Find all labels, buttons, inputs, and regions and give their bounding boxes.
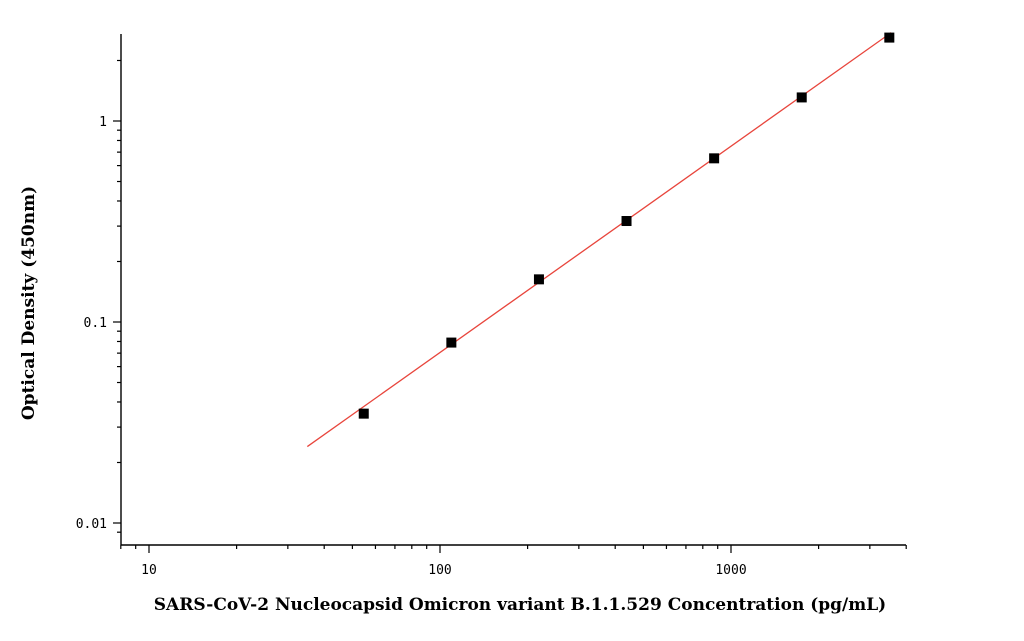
x-tick-label: 1000 bbox=[715, 563, 746, 578]
data-point bbox=[884, 32, 895, 43]
x-axis-title: SARS-CoV-2 Nucleocapsid Omicron variant … bbox=[154, 595, 886, 615]
data-point bbox=[709, 153, 720, 164]
data-point bbox=[621, 216, 632, 227]
data-point bbox=[358, 408, 369, 419]
y-tick-label: 0.01 bbox=[76, 517, 107, 532]
data-points bbox=[358, 32, 895, 419]
y-tick-label: 1 bbox=[99, 115, 107, 130]
data-point bbox=[796, 92, 807, 103]
fit-line-group bbox=[306, 32, 892, 448]
x-tick-label: 100 bbox=[428, 563, 451, 578]
data-point bbox=[446, 337, 457, 348]
y-axis-title: Optical Density (450nm) bbox=[19, 186, 39, 420]
x-tick-label: 10 bbox=[141, 563, 157, 578]
y-ticks: 0.01 0.1 1 bbox=[76, 59, 121, 533]
y-tick-label: 0.1 bbox=[84, 316, 107, 331]
x-ticks: 10 100 1000 bbox=[120, 545, 907, 578]
fit-line bbox=[306, 32, 892, 448]
data-point bbox=[533, 274, 544, 285]
axes bbox=[120, 34, 906, 546]
